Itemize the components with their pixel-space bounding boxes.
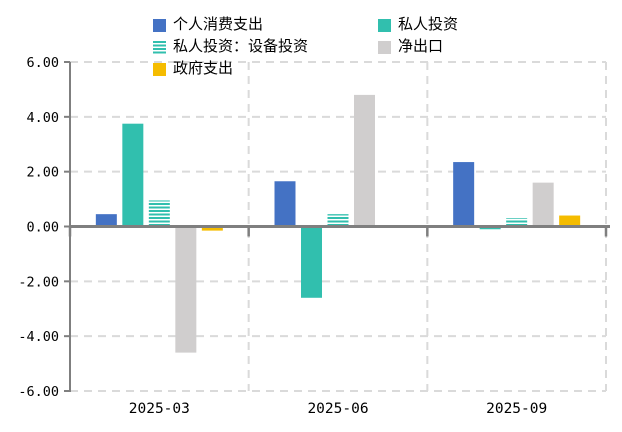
- legend-item-3: 净出口: [378, 37, 443, 57]
- bar-s1-c1: [301, 226, 322, 298]
- y-tick-label: 6.00: [26, 55, 59, 71]
- bar-s0-c2: [453, 162, 475, 227]
- bar-s1-c0: [122, 123, 144, 227]
- bar-s4-c2: [559, 215, 581, 227]
- bar-s0-c1: [274, 181, 296, 227]
- legend-swatch-icon: [153, 18, 166, 32]
- legend-item-2: 私人投资：设备投资: [153, 37, 308, 57]
- bar-s4-c0: [201, 226, 223, 231]
- bar-s2-c0: [148, 200, 170, 227]
- bar-s3-c2: [532, 182, 554, 227]
- y-tick-label: -4.00: [18, 329, 59, 345]
- y-tick-label: -6.00: [18, 384, 59, 400]
- legend-item-4: 政府支出: [153, 59, 233, 79]
- x-tick-label: 2025-03: [129, 401, 190, 417]
- y-tick-label: 0.00: [26, 220, 59, 236]
- legend-swatch-icon: [378, 40, 391, 54]
- y-tick-label: 4.00: [26, 110, 59, 126]
- legend-label: 个人消费支出: [173, 16, 264, 33]
- legend-swatch-icon: [378, 18, 391, 32]
- bar-s2-c1: [327, 214, 349, 227]
- bar-s2-c2: [506, 218, 528, 227]
- bar-s3-c1: [354, 94, 375, 227]
- y-tick-label: 2.00: [26, 165, 59, 181]
- legend-item-1: 私人投资: [378, 15, 458, 35]
- chart-legend: 个人消费支出 私人投资私人投资：设备投资 净出口政府支出: [0, 0, 622, 90]
- x-tick-label: 2025-09: [486, 401, 547, 417]
- legend-item-0: 个人消费支出: [153, 15, 263, 35]
- legend-label: 私人投资: [398, 16, 459, 33]
- legend-label: 政府支出: [173, 60, 234, 77]
- y-tick-label: -2.00: [18, 274, 59, 290]
- bar-s0-c0: [95, 214, 117, 227]
- legend-label: 私人投资：设备投资: [173, 38, 309, 55]
- legend-swatch-icon: [153, 40, 166, 54]
- legend-label: 净出口: [398, 38, 444, 55]
- bar-s3-c0: [175, 226, 197, 353]
- legend-swatch-icon: [153, 62, 166, 76]
- x-tick-label: 2025-06: [307, 401, 368, 417]
